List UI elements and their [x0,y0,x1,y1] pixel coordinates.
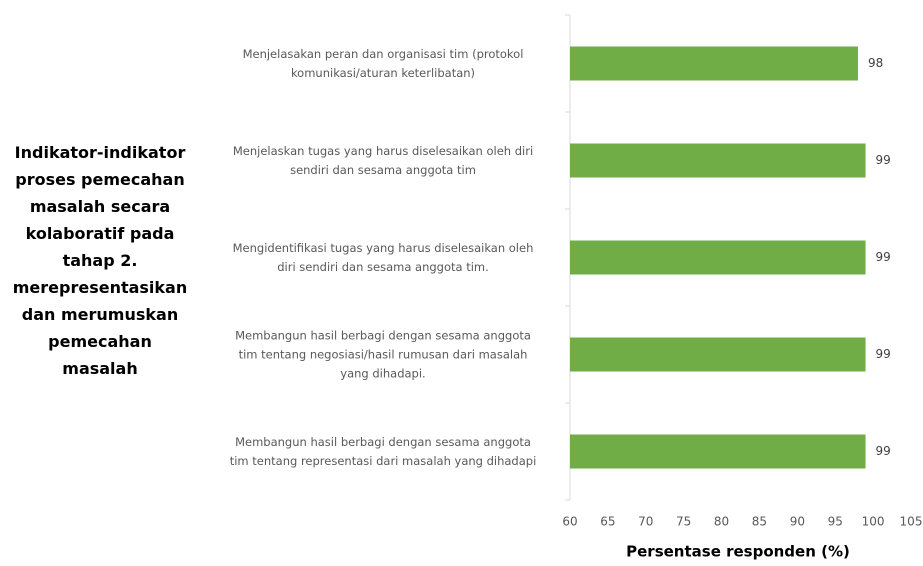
value-label: 99 [876,250,891,264]
x-tick-label: 95 [828,515,843,529]
bar [570,240,866,275]
category-label: Membangun hasil berbagi dengan sesama an… [230,435,537,468]
x-tick-label: 80 [714,515,729,529]
x-tick-label: 75 [676,515,691,529]
bar [570,434,866,469]
x-tick-label: 100 [862,515,885,529]
x-tick-label: 90 [790,515,805,529]
category-label: Mengidentifikasi tugas yang harus disele… [233,241,534,274]
value-label: 98 [868,56,883,70]
x-tick-label: 85 [752,515,767,529]
x-tick-label: 60 [562,515,577,529]
value-label: 99 [876,444,891,458]
x-axis-label: Persentase responden (%) [626,543,850,561]
category-label: Membangun hasil berbagi dengan sesama an… [235,328,531,380]
bar [570,337,866,372]
value-label: 99 [876,347,891,361]
x-tick-label: 65 [600,515,615,529]
x-tick-label: 70 [638,515,653,529]
y-axis-label: Indikator-indikator proses pemecahan masal… [13,143,188,378]
x-tick-label: 105 [900,515,923,529]
bar [570,46,858,81]
category-label: Menjelaskan tugas yang harus diselesaika… [233,144,533,177]
value-label: 99 [876,153,891,167]
bar [570,143,866,178]
category-label: Menjelasakan peran dan organisasi tim (p… [243,47,524,80]
